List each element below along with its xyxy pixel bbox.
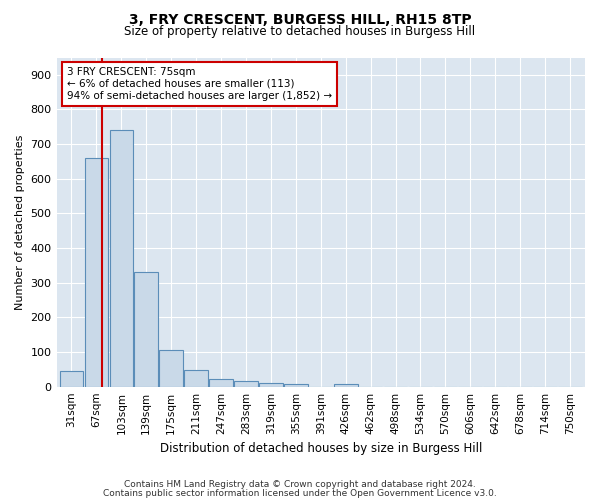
Text: Contains HM Land Registry data © Crown copyright and database right 2024.: Contains HM Land Registry data © Crown c…	[124, 480, 476, 489]
Bar	[110, 130, 133, 386]
Y-axis label: Number of detached properties: Number of detached properties	[15, 134, 25, 310]
Bar	[160, 350, 183, 386]
Text: Contains public sector information licensed under the Open Government Licence v3: Contains public sector information licen…	[103, 489, 497, 498]
Bar	[85, 158, 108, 386]
Bar	[184, 370, 208, 386]
Bar	[259, 383, 283, 386]
X-axis label: Distribution of detached houses by size in Burgess Hill: Distribution of detached houses by size …	[160, 442, 482, 455]
Bar	[209, 378, 233, 386]
Text: 3, FRY CRESCENT, BURGESS HILL, RH15 8TP: 3, FRY CRESCENT, BURGESS HILL, RH15 8TP	[128, 12, 472, 26]
Bar	[234, 382, 258, 386]
Bar	[59, 371, 83, 386]
Text: Size of property relative to detached houses in Burgess Hill: Size of property relative to detached ho…	[124, 25, 476, 38]
Bar	[134, 272, 158, 386]
Bar	[334, 384, 358, 386]
Text: 3 FRY CRESCENT: 75sqm
← 6% of detached houses are smaller (113)
94% of semi-deta: 3 FRY CRESCENT: 75sqm ← 6% of detached h…	[67, 68, 332, 100]
Bar	[284, 384, 308, 386]
